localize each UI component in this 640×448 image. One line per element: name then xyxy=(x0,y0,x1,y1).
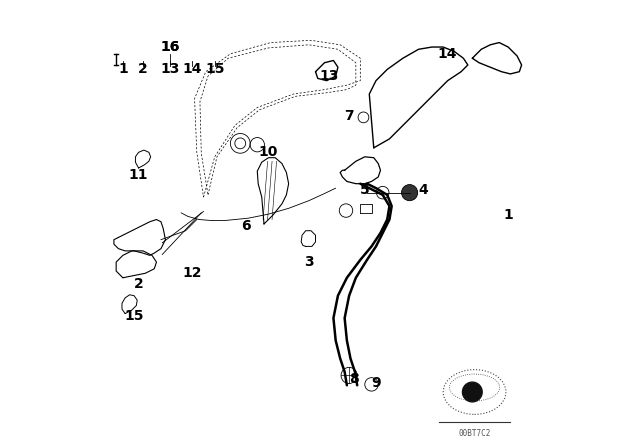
Text: 7: 7 xyxy=(344,109,354,124)
Text: 3: 3 xyxy=(304,255,314,269)
Text: 2: 2 xyxy=(134,277,143,292)
Text: 2: 2 xyxy=(138,62,148,77)
Circle shape xyxy=(463,382,482,402)
Text: 9: 9 xyxy=(371,376,381,390)
Text: 15: 15 xyxy=(205,62,225,77)
Text: 5: 5 xyxy=(360,183,370,198)
Text: 14: 14 xyxy=(438,47,458,61)
Text: 15: 15 xyxy=(124,309,144,323)
Text: 1: 1 xyxy=(118,62,128,77)
Text: 6: 6 xyxy=(241,219,251,233)
Text: 16: 16 xyxy=(160,40,180,54)
Text: 11: 11 xyxy=(129,168,148,182)
Text: 13: 13 xyxy=(319,69,339,83)
Circle shape xyxy=(401,185,418,201)
Text: 16: 16 xyxy=(160,40,180,54)
Text: 1: 1 xyxy=(503,208,513,222)
Text: 4: 4 xyxy=(418,183,428,198)
Text: 8: 8 xyxy=(349,371,358,386)
Text: 00BT7C2: 00BT7C2 xyxy=(458,429,491,438)
Text: 14: 14 xyxy=(182,62,202,77)
Text: 10: 10 xyxy=(259,145,278,159)
Text: 13: 13 xyxy=(160,62,180,77)
Text: 12: 12 xyxy=(182,266,202,280)
